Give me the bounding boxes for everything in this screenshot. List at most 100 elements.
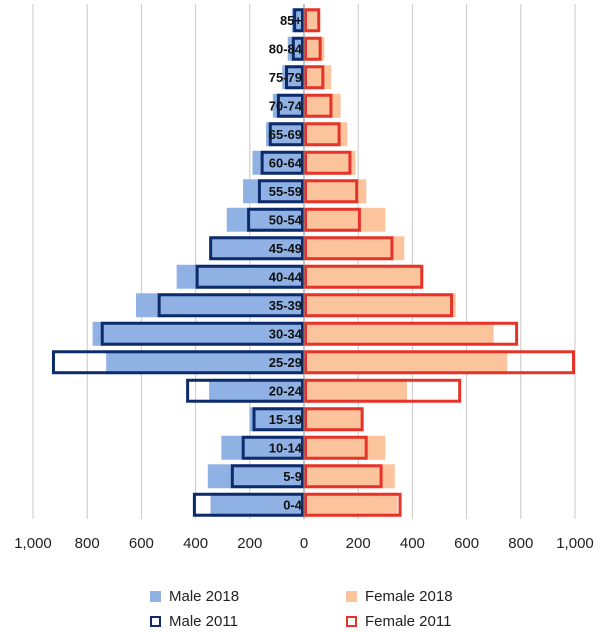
bar-female-2018-65-69 — [304, 122, 348, 147]
age-group-labels: 0-4 5-9 10-14 15-19 20-24 25-29 30-34 35-39 40-4… — [269, 13, 303, 513]
bar-female-2011-50-54 — [304, 207, 361, 232]
age-label-30-34: 30-34 — [269, 326, 303, 341]
bar-male-2011-70-74 — [276, 93, 304, 118]
legend-label-female-2018: Female 2018 — [365, 588, 453, 605]
bar-female-2018-85 — [304, 8, 319, 33]
bar-female-2018-50-54 — [304, 207, 386, 232]
bar-female-2011-70-74 — [304, 93, 333, 118]
bar-female-2018-55-59 — [304, 179, 367, 204]
legend-item-female-2018: Female 2018 — [346, 588, 453, 605]
legend-swatch-female-2018 — [346, 591, 357, 602]
bar-male-2018-60-64 — [252, 150, 304, 175]
bar-female-2018-75-79 — [304, 65, 332, 90]
bar-male-2011-75-79 — [285, 65, 304, 90]
age-label-65-69: 65-69 — [269, 127, 302, 142]
bar-male-2011-45-49 — [209, 236, 304, 261]
bar-female-2011-20-24 — [304, 378, 462, 403]
x-tick-label-7: 400 — [400, 535, 425, 552]
bar-male-2011-60-64 — [260, 150, 305, 175]
bar-male-2011-30-34 — [100, 321, 304, 346]
bar-female-2011-0-4 — [304, 492, 402, 517]
bar-male-2011-15-19 — [252, 407, 304, 432]
age-label-70-74: 70-74 — [269, 98, 303, 113]
bar-male-2011-50-54 — [247, 207, 304, 232]
x-tick-label-2: 600 — [129, 535, 154, 552]
bar-male-2011-35-39 — [157, 293, 304, 318]
population-pyramid-chart: 0-4 5-9 10-14 15-19 20-24 25-29 30-34 35-39 40-4… — [14, 4, 594, 552]
bar-female-2011-75-79 — [304, 65, 325, 90]
age-label-5-9: 5-9 — [283, 469, 302, 484]
bar-female-2018-70-74 — [304, 93, 341, 118]
bar-female-2018-60-64 — [304, 150, 356, 175]
bar-male-2018-30-34 — [92, 321, 305, 346]
bar-male-2018-40-44 — [176, 264, 304, 289]
legend-swatch-male-2011 — [150, 616, 161, 627]
legend-label-male-2011: Male 2011 — [169, 613, 238, 630]
bar-female-2011-10-14 — [304, 435, 368, 460]
bars — [51, 4, 575, 519]
bar-female-2018-40-44 — [304, 264, 424, 289]
bar-male-2018-65-69 — [266, 122, 304, 147]
bar-female-2011-55-59 — [304, 179, 359, 204]
age-label-15-19: 15-19 — [269, 412, 302, 427]
bar-female-2011-65-69 — [304, 122, 341, 147]
bar-female-2018-20-24 — [304, 378, 407, 403]
bar-female-2011-60-64 — [304, 150, 352, 175]
age-label-80-84: 80-84 — [269, 41, 303, 56]
bar-female-2018-35-39 — [304, 293, 456, 318]
bar-female-2011-15-19 — [304, 407, 364, 432]
bar-female-2018-5-9 — [304, 464, 395, 489]
age-label-0-4: 0-4 — [283, 497, 303, 512]
bar-female-2018-0-4 — [304, 492, 398, 517]
bar-male-2018-0-4 — [210, 492, 304, 517]
age-label-75-79: 75-79 — [269, 70, 302, 85]
bar-female-2018-25-29 — [304, 350, 508, 375]
bar-female-2011-35-39 — [304, 293, 454, 318]
bar-male-2011-40-44 — [195, 264, 305, 289]
bar-male-2011-80-84 — [291, 36, 304, 61]
bar-female-2018-15-19 — [304, 407, 364, 432]
legend: Male 2018 Female 2018 Male 2011 Female 2… — [0, 572, 601, 632]
bar-female-2011-30-34 — [304, 321, 519, 346]
legend-swatch-female-2011 — [346, 616, 357, 627]
age-label-20-24: 20-24 — [269, 383, 303, 398]
bar-female-2011-85 — [304, 8, 321, 33]
age-label-35-39: 35-39 — [269, 298, 302, 313]
x-tick-label-8: 600 — [454, 535, 479, 552]
bar-male-2018-25-29 — [106, 350, 304, 375]
bar-female-2018-45-49 — [304, 236, 405, 261]
age-label-45-49: 45-49 — [269, 241, 302, 256]
age-label-55-59: 55-59 — [269, 184, 302, 199]
legend-label-female-2011: Female 2011 — [365, 613, 452, 630]
bar-male-2011-65-69 — [268, 122, 304, 147]
bar-male-2011-85 — [293, 8, 305, 33]
age-label-50-54: 50-54 — [269, 212, 303, 227]
x-tick-label-0: 1,000 — [14, 535, 52, 552]
bar-female-2011-5-9 — [304, 464, 383, 489]
age-label-25-29: 25-29 — [269, 355, 302, 370]
bar-male-2011-20-24 — [186, 378, 305, 403]
legend-label-male-2018: Male 2018 — [169, 588, 240, 605]
bar-female-2018-10-14 — [304, 435, 386, 460]
bar-female-2011-40-44 — [304, 264, 424, 289]
age-label-85: 85+ — [280, 13, 302, 28]
age-label-40-44: 40-44 — [269, 269, 303, 284]
legend-item-female-2011: Female 2011 — [346, 613, 451, 630]
bar-male-2018-70-74 — [272, 93, 304, 118]
legend-item-male-2018: Male 2018 — [150, 588, 239, 605]
legend-item-male-2011: Male 2011 — [150, 613, 238, 630]
age-label-60-64: 60-64 — [269, 155, 303, 170]
bar-female-2011-25-29 — [304, 350, 575, 375]
bar-female-2011-80-84 — [304, 36, 322, 61]
bar-male-2018-20-24 — [209, 378, 304, 403]
bar-male-2011-5-9 — [230, 464, 304, 489]
x-axis-tick-labels: 1,000 800 600 400 200 0 200 400 600 800 1,000 — [14, 535, 594, 552]
x-tick-label-6: 200 — [346, 535, 371, 552]
x-tick-label-4: 200 — [237, 535, 262, 552]
x-tick-label-5: 0 — [300, 535, 308, 552]
bar-male-2011-25-29 — [51, 350, 304, 375]
x-tick-label-9: 800 — [508, 535, 533, 552]
x-tick-label-3: 400 — [183, 535, 208, 552]
bar-male-2018-15-19 — [249, 407, 304, 432]
legend-swatch-male-2018 — [150, 591, 161, 602]
